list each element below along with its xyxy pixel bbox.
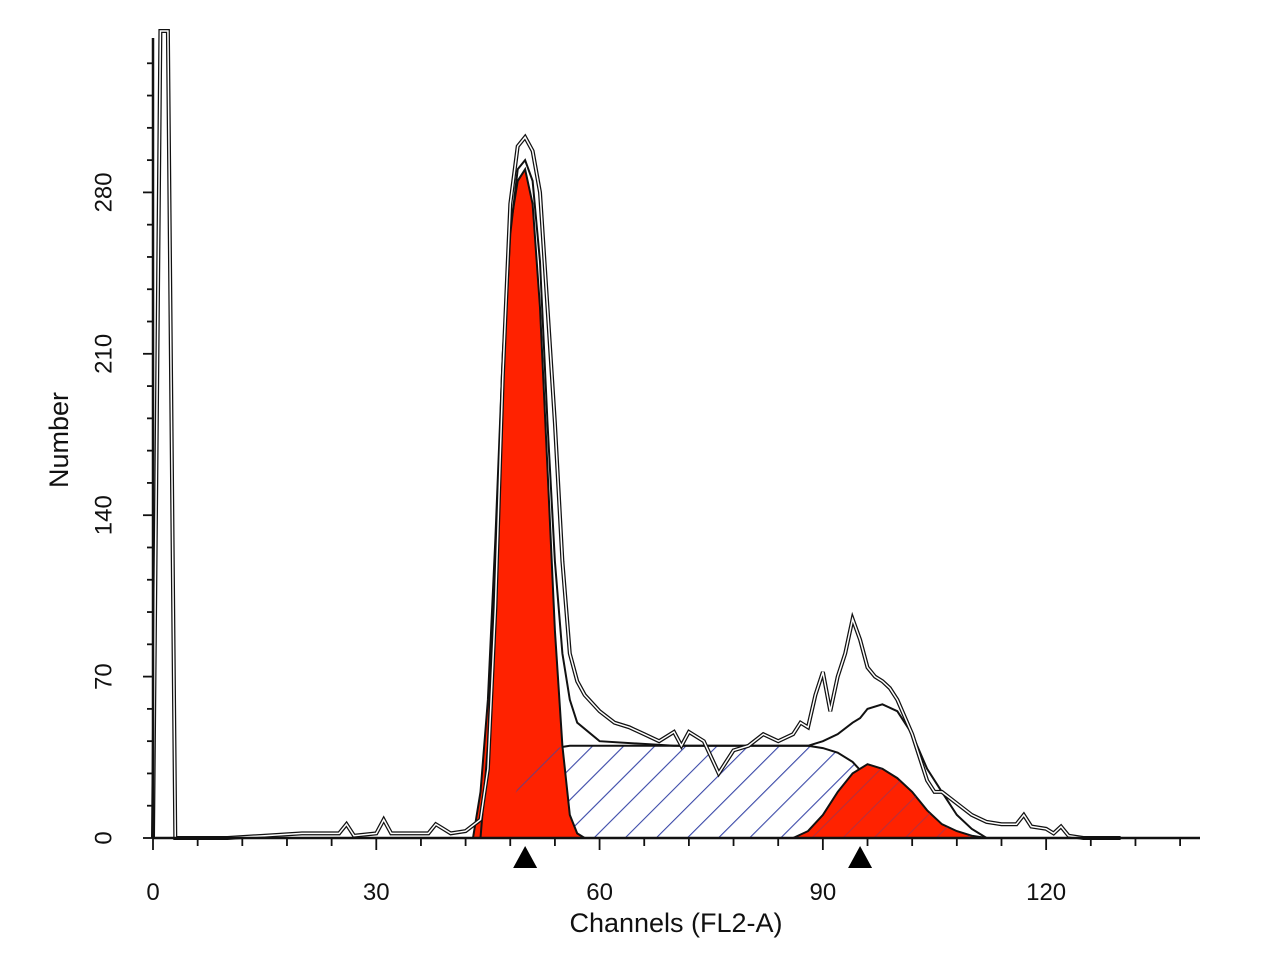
x-axis-title: Channels (FL2-A) [569,908,782,938]
series-histogram-line [151,29,1121,840]
peak-marker-triangle [848,846,873,868]
peak-marker-triangle [513,846,538,868]
x-tick-label: 60 [586,879,613,906]
x-tick-label: 120 [1026,879,1066,906]
y-tick-label: 280 [90,172,117,212]
series-g1-area [471,166,589,839]
y-tick-label: 140 [90,495,117,535]
series-histogram-line-inner [152,30,1121,839]
y-tick-label: 210 [90,334,117,374]
x-tick-label: 30 [363,879,390,906]
series-s-overlap-g2 [793,764,987,838]
x-tick-label: 90 [810,879,837,906]
series-s-overlap-g1 [480,745,585,838]
y-tick-label: 0 [90,831,117,844]
x-tick-label: 0 [146,879,159,906]
y-tick-label: 70 [90,663,117,690]
y-axis-title: Number [44,392,74,488]
